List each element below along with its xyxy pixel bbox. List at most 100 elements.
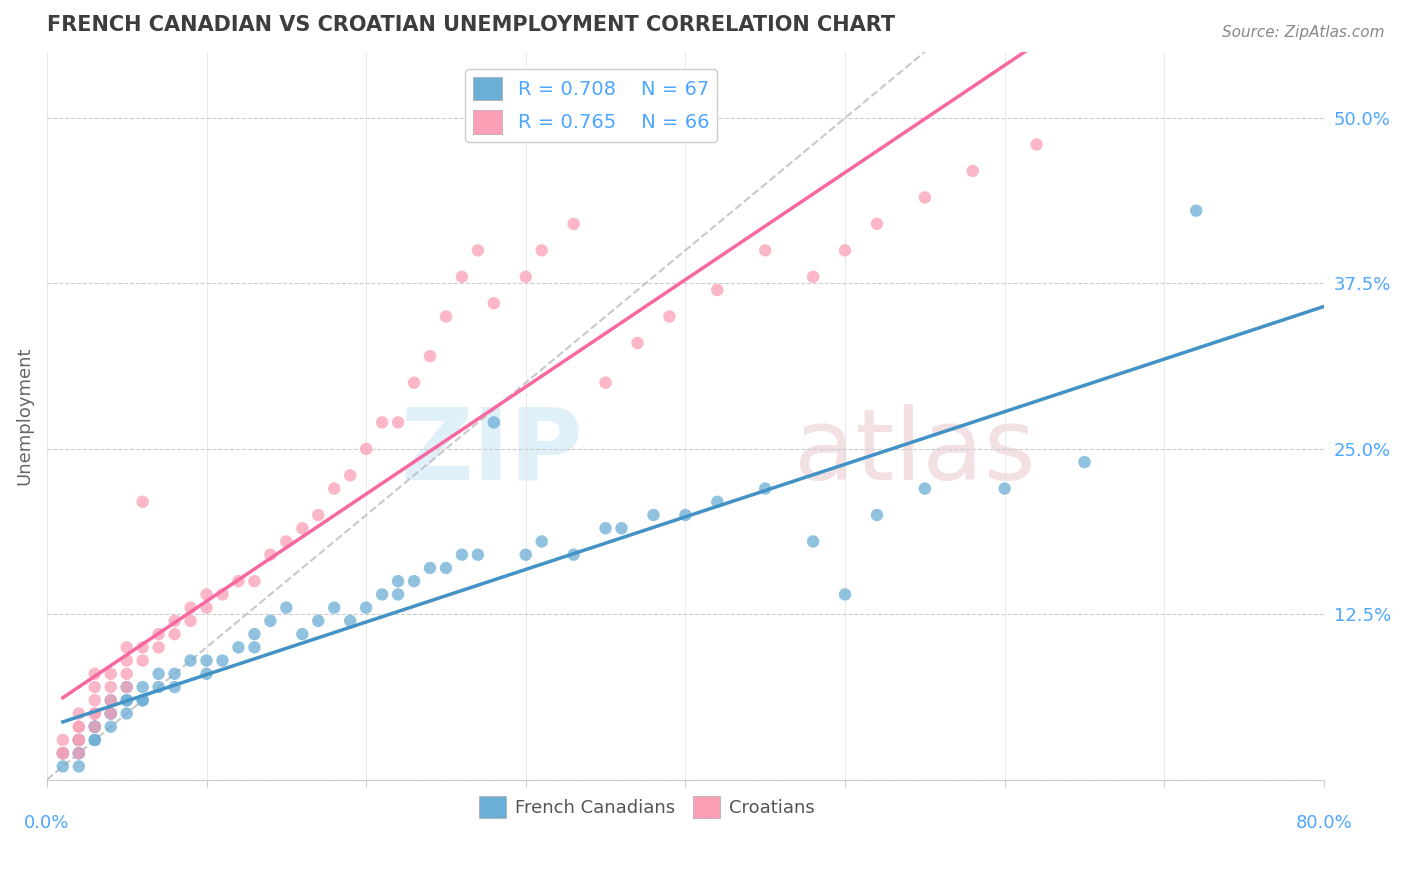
Point: [115, 680, 138, 694]
Point: [754, 244, 776, 258]
Point: [83, 720, 105, 734]
Y-axis label: Unemployment: Unemployment: [15, 346, 32, 485]
Point: [195, 587, 218, 601]
Point: [482, 416, 505, 430]
Point: [67, 720, 90, 734]
Point: [434, 561, 457, 575]
Point: [451, 548, 474, 562]
Point: [115, 693, 138, 707]
Point: [323, 600, 346, 615]
Point: [530, 534, 553, 549]
Point: [914, 190, 936, 204]
Point: [211, 654, 233, 668]
Point: [163, 680, 186, 694]
Point: [515, 269, 537, 284]
Point: [1025, 137, 1047, 152]
Point: [180, 600, 202, 615]
Point: [291, 521, 314, 535]
Point: [67, 733, 90, 747]
Point: [100, 693, 122, 707]
Point: [259, 548, 281, 562]
Point: [801, 269, 824, 284]
Point: [115, 706, 138, 721]
Point: [243, 627, 266, 641]
Point: [610, 521, 633, 535]
Point: [195, 600, 218, 615]
Point: [67, 759, 90, 773]
Point: [419, 349, 441, 363]
Point: [467, 548, 489, 562]
Point: [67, 733, 90, 747]
Point: [83, 720, 105, 734]
Point: [83, 720, 105, 734]
Point: [195, 666, 218, 681]
Point: [211, 587, 233, 601]
Point: [131, 693, 153, 707]
Point: [52, 746, 75, 760]
Point: [595, 376, 617, 390]
Point: [52, 759, 75, 773]
Point: [83, 720, 105, 734]
Point: [402, 376, 425, 390]
Point: [643, 508, 665, 522]
Point: [658, 310, 681, 324]
Point: [115, 654, 138, 668]
Point: [291, 627, 314, 641]
Point: [83, 680, 105, 694]
Point: [131, 693, 153, 707]
Point: [276, 600, 298, 615]
Text: FRENCH CANADIAN VS CROATIAN UNEMPLOYMENT CORRELATION CHART: FRENCH CANADIAN VS CROATIAN UNEMPLOYMENT…: [46, 15, 896, 35]
Point: [67, 746, 90, 760]
Point: [834, 244, 856, 258]
Point: [67, 733, 90, 747]
Point: [131, 654, 153, 668]
Point: [52, 746, 75, 760]
Point: [131, 640, 153, 655]
Point: [52, 746, 75, 760]
Point: [100, 706, 122, 721]
Point: [754, 482, 776, 496]
Point: [100, 680, 122, 694]
Point: [371, 587, 394, 601]
Point: [467, 244, 489, 258]
Point: [115, 640, 138, 655]
Point: [67, 733, 90, 747]
Point: [83, 706, 105, 721]
Point: [834, 587, 856, 601]
Point: [706, 495, 728, 509]
Point: [530, 244, 553, 258]
Point: [1185, 203, 1208, 218]
Point: [515, 548, 537, 562]
Point: [626, 335, 648, 350]
Point: [339, 468, 361, 483]
Point: [163, 614, 186, 628]
Point: [562, 548, 585, 562]
Point: [83, 733, 105, 747]
Point: [52, 746, 75, 760]
Point: [387, 587, 409, 601]
Point: [67, 746, 90, 760]
Point: [115, 666, 138, 681]
Point: [354, 442, 377, 456]
Point: [339, 614, 361, 628]
Point: [100, 666, 122, 681]
Point: [131, 680, 153, 694]
Point: [801, 534, 824, 549]
Point: [67, 706, 90, 721]
Text: atlas: atlas: [794, 404, 1036, 500]
Point: [562, 217, 585, 231]
Point: [148, 666, 170, 681]
Point: [83, 706, 105, 721]
Point: [276, 534, 298, 549]
Text: Source: ZipAtlas.com: Source: ZipAtlas.com: [1222, 25, 1385, 40]
Point: [866, 217, 889, 231]
Point: [451, 269, 474, 284]
Point: [323, 482, 346, 496]
Point: [148, 627, 170, 641]
Point: [307, 614, 329, 628]
Point: [994, 482, 1017, 496]
Point: [83, 693, 105, 707]
Point: [83, 666, 105, 681]
Point: [83, 733, 105, 747]
Point: [387, 416, 409, 430]
